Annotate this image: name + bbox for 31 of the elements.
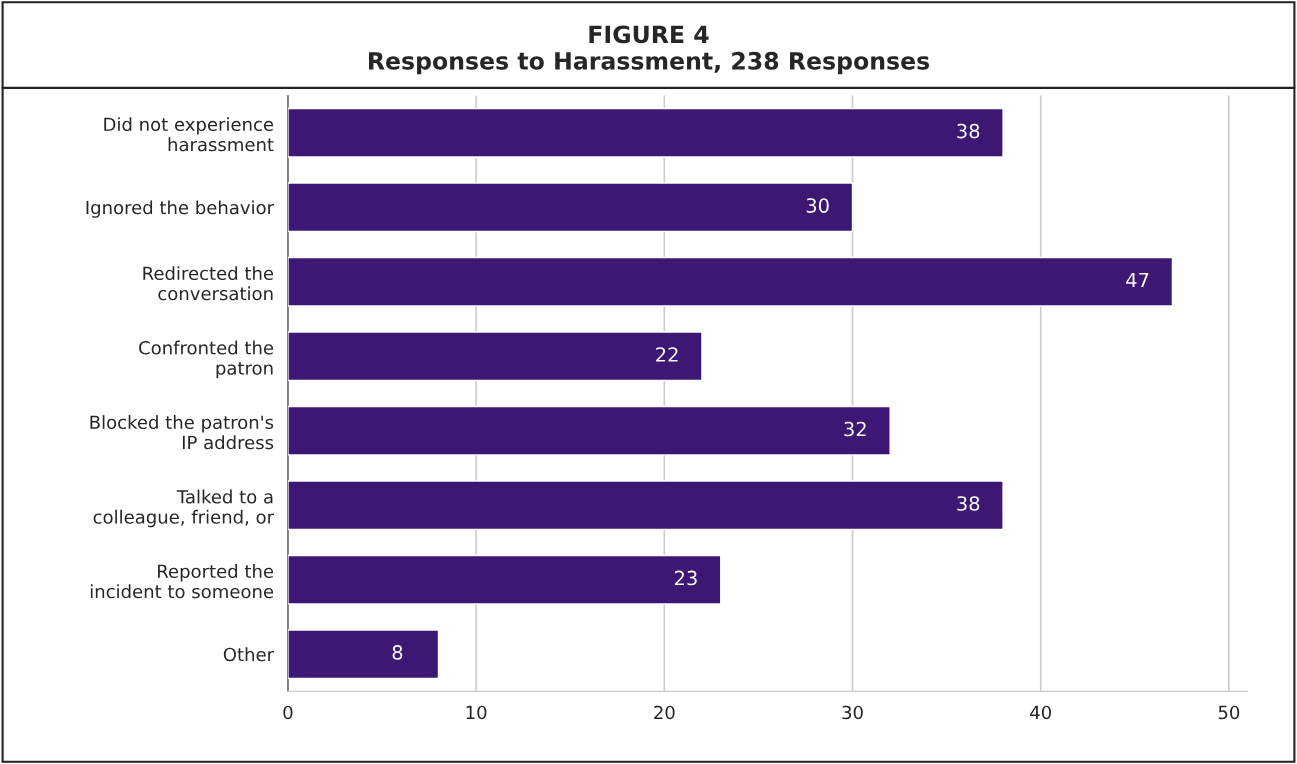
data-label: 23	[674, 570, 697, 586]
x-tick-label: 20	[654, 705, 675, 720]
data-label: 38	[957, 496, 980, 511]
data-label: 8	[392, 645, 403, 660]
bar	[287, 256, 1174, 307]
bar	[287, 331, 703, 382]
bar	[287, 480, 1004, 531]
data-label: 22	[656, 347, 678, 362]
y-tick-label: Talked to a colleague, friend, or	[93, 489, 275, 528]
bar	[287, 107, 1004, 158]
y-tick-label: Redirected the conversation	[143, 266, 274, 301]
bar	[287, 554, 722, 605]
y-tick-label: Reported the incident to someone	[90, 564, 274, 599]
chart-title: FIGURE 4 Responses to Harassment, 238 Responses	[369, 25, 930, 75]
y-tick-label: Confronted the patron	[139, 340, 274, 379]
bar	[287, 405, 891, 456]
y-tick-label: Other	[223, 647, 275, 662]
bar	[287, 182, 854, 233]
x-tick-label: 10	[466, 705, 487, 720]
y-tick-label: Ignored the behavior	[86, 200, 275, 218]
x-tick-label: 40	[1030, 705, 1051, 720]
x-tick-label: 50	[1218, 705, 1240, 720]
bar	[287, 629, 440, 680]
x-tick-label: 0	[283, 705, 293, 720]
x-tick-label: 30	[842, 705, 863, 720]
y-tick-label: Did not experience harassment	[104, 117, 274, 152]
y-tick-label: Blocked the patron's IP address	[90, 415, 274, 450]
data-label: 47	[1126, 272, 1149, 288]
data-label: 38	[957, 123, 980, 139]
data-label: 32	[844, 421, 866, 437]
data-label: 30	[806, 198, 829, 213]
